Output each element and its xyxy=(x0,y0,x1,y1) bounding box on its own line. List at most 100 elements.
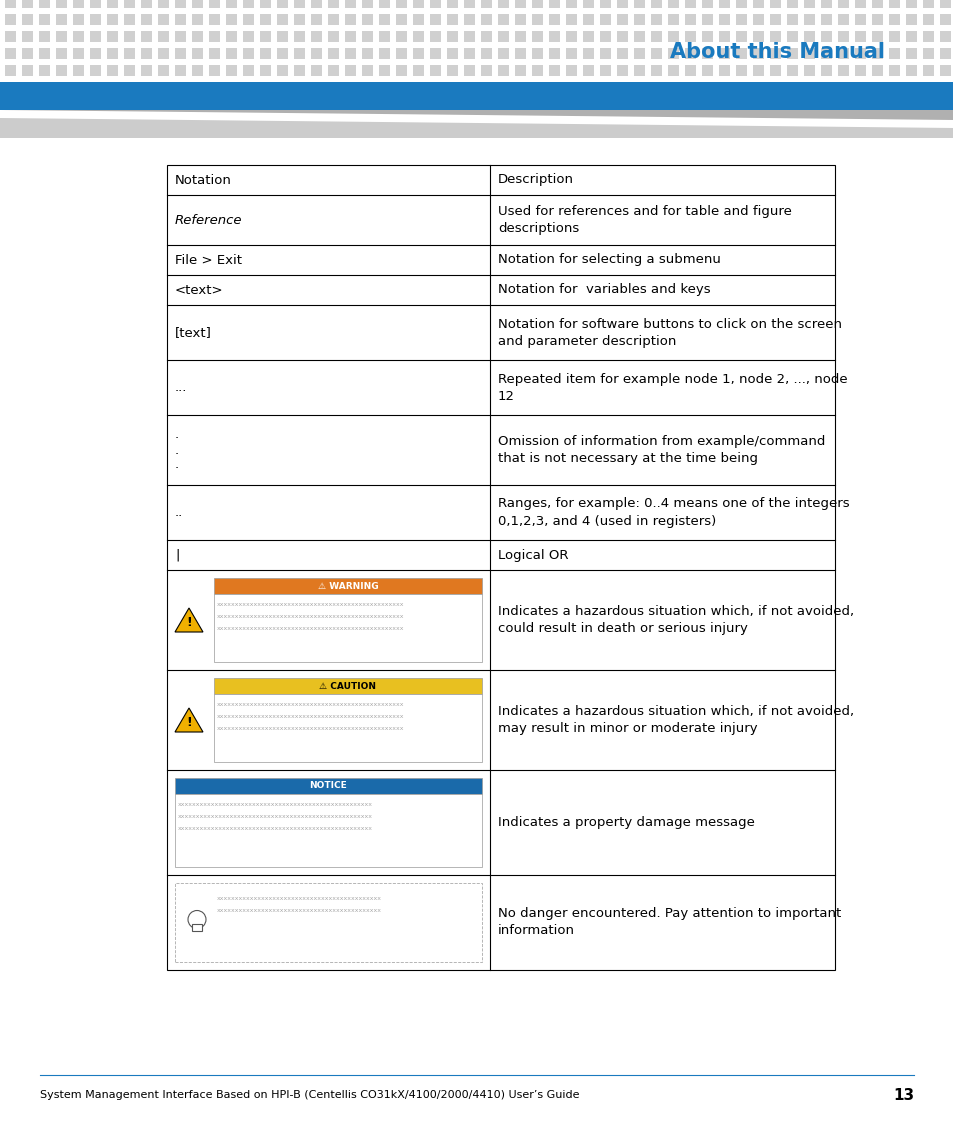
Bar xyxy=(311,31,322,42)
Bar xyxy=(752,31,763,42)
Bar xyxy=(735,31,746,42)
Bar xyxy=(395,48,407,60)
Bar xyxy=(192,65,203,76)
Bar xyxy=(752,0,763,8)
Bar xyxy=(854,31,865,42)
Bar xyxy=(361,0,373,8)
Bar xyxy=(803,65,814,76)
Bar xyxy=(701,0,712,8)
Bar xyxy=(752,48,763,60)
Bar xyxy=(174,883,481,962)
Bar xyxy=(719,0,729,8)
Bar xyxy=(532,82,542,93)
Bar xyxy=(413,82,423,93)
Bar xyxy=(684,14,696,25)
Bar xyxy=(311,82,322,93)
Bar xyxy=(73,65,84,76)
Bar xyxy=(565,0,577,8)
Text: 13: 13 xyxy=(892,1088,913,1103)
Bar xyxy=(158,14,169,25)
Bar xyxy=(803,48,814,60)
Bar xyxy=(90,31,101,42)
Bar xyxy=(5,31,16,42)
Bar xyxy=(311,14,322,25)
Bar xyxy=(497,65,509,76)
Polygon shape xyxy=(174,608,203,632)
Bar xyxy=(599,0,610,8)
Bar xyxy=(735,82,746,93)
Bar xyxy=(209,65,220,76)
Bar xyxy=(634,82,644,93)
Bar xyxy=(90,82,101,93)
Bar xyxy=(22,0,33,8)
Bar xyxy=(260,31,271,42)
Bar xyxy=(276,48,288,60)
Bar xyxy=(735,0,746,8)
Bar xyxy=(480,14,492,25)
Bar xyxy=(294,31,305,42)
Bar xyxy=(243,0,253,8)
Bar xyxy=(447,82,457,93)
Bar xyxy=(650,48,661,60)
Bar xyxy=(617,14,627,25)
Bar xyxy=(5,14,16,25)
Bar xyxy=(923,14,933,25)
Bar xyxy=(786,14,797,25)
Text: Indicates a hazardous situation which, if not avoided,
may result in minor or mo: Indicates a hazardous situation which, i… xyxy=(497,705,853,735)
Bar xyxy=(617,48,627,60)
Bar xyxy=(158,65,169,76)
Bar xyxy=(361,31,373,42)
Bar xyxy=(821,82,831,93)
Bar xyxy=(888,0,899,8)
Bar xyxy=(752,82,763,93)
Bar xyxy=(888,31,899,42)
Bar xyxy=(821,31,831,42)
Bar xyxy=(719,14,729,25)
Bar xyxy=(361,48,373,60)
Bar xyxy=(395,31,407,42)
Bar xyxy=(345,0,355,8)
Text: File > Exit: File > Exit xyxy=(174,253,242,267)
Bar xyxy=(599,31,610,42)
Text: System Management Interface Based on HPI-B (Centellis CO31kX/4100/2000/4410) Use: System Management Interface Based on HPI… xyxy=(40,1090,578,1100)
Bar xyxy=(174,65,186,76)
Bar xyxy=(905,31,916,42)
Bar xyxy=(192,31,203,42)
Bar xyxy=(463,48,475,60)
Bar xyxy=(39,14,50,25)
Bar xyxy=(582,82,594,93)
Bar xyxy=(294,48,305,60)
Bar xyxy=(803,31,814,42)
Bar xyxy=(226,14,236,25)
Bar xyxy=(73,0,84,8)
Bar xyxy=(361,14,373,25)
Bar xyxy=(497,31,509,42)
Bar xyxy=(769,31,781,42)
Bar xyxy=(684,48,696,60)
Bar xyxy=(701,14,712,25)
Bar xyxy=(497,48,509,60)
Text: xxxxxxxxxxxxxxxxxxxxxxxxxxxxxxxxxxxxxxxxxxxxxxxxxxxx: xxxxxxxxxxxxxxxxxxxxxxxxxxxxxxxxxxxxxxxx… xyxy=(178,802,373,806)
Bar xyxy=(735,14,746,25)
Bar xyxy=(22,65,33,76)
Bar xyxy=(837,48,848,60)
Bar xyxy=(888,82,899,93)
Bar xyxy=(209,48,220,60)
Bar xyxy=(599,48,610,60)
Bar xyxy=(634,48,644,60)
Bar xyxy=(124,31,135,42)
Bar xyxy=(650,0,661,8)
Bar xyxy=(582,0,594,8)
Bar xyxy=(463,0,475,8)
Bar xyxy=(821,65,831,76)
Bar xyxy=(939,82,950,93)
Bar xyxy=(532,48,542,60)
Bar xyxy=(701,65,712,76)
Bar xyxy=(260,0,271,8)
Bar xyxy=(821,0,831,8)
Bar xyxy=(939,0,950,8)
Bar xyxy=(124,0,135,8)
Bar xyxy=(701,31,712,42)
Text: ..: .. xyxy=(174,506,183,519)
Bar xyxy=(769,14,781,25)
